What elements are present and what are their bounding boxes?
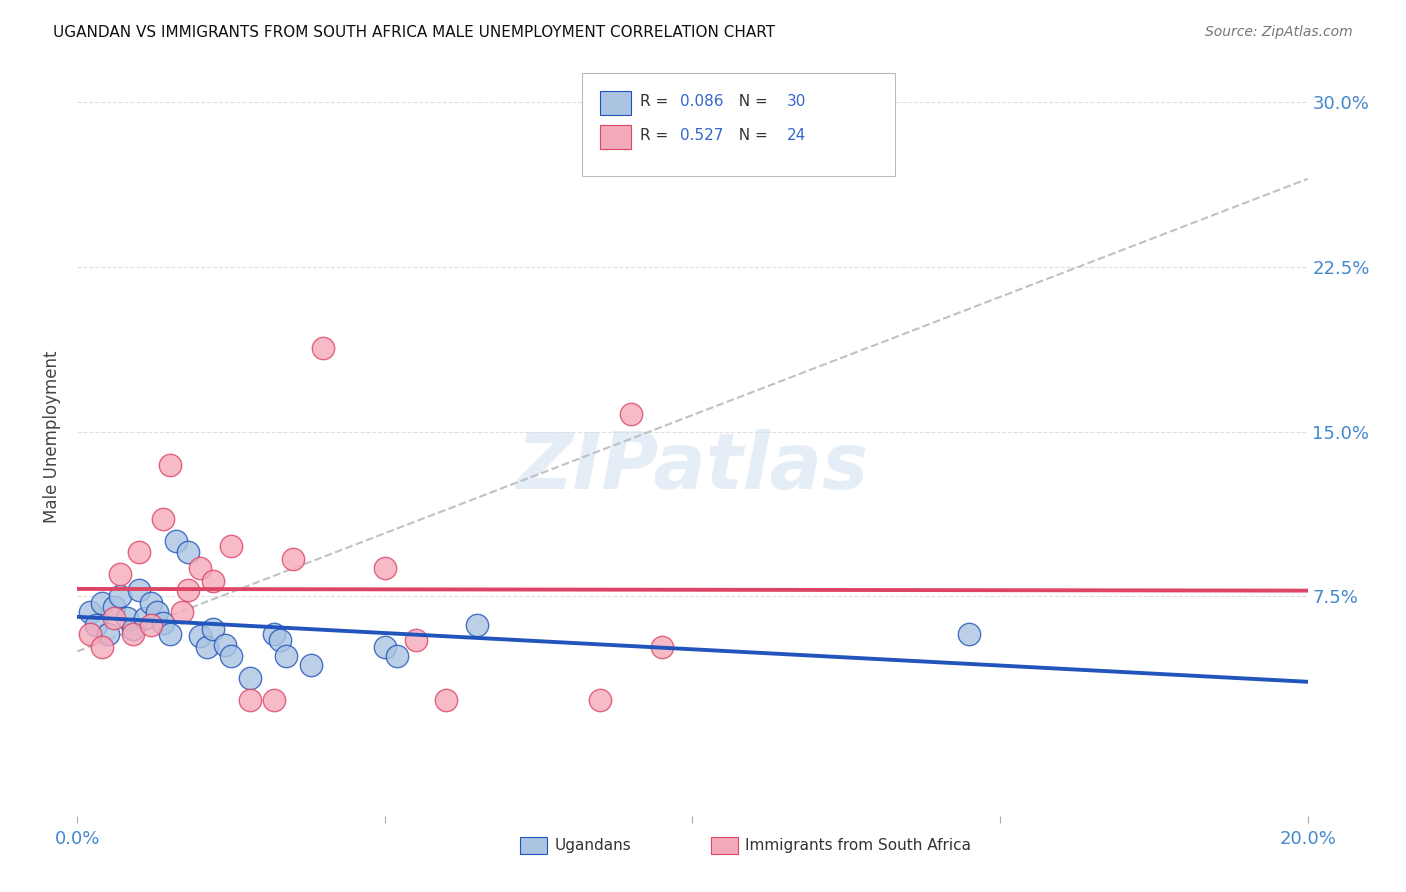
Point — [152, 512, 174, 526]
Point — [177, 582, 200, 597]
Text: N =: N = — [730, 128, 773, 143]
Point — [128, 545, 150, 559]
Point — [84, 618, 107, 632]
Text: 30: 30 — [787, 94, 807, 109]
Point — [269, 633, 291, 648]
Point — [214, 638, 236, 652]
Point — [188, 629, 212, 643]
Point — [465, 618, 488, 632]
Point — [152, 615, 174, 630]
Point — [219, 648, 242, 663]
Point — [159, 627, 181, 641]
Point — [97, 627, 120, 641]
Point — [79, 627, 101, 641]
FancyBboxPatch shape — [600, 91, 631, 115]
Point — [589, 692, 612, 706]
Point — [128, 582, 150, 597]
FancyBboxPatch shape — [582, 73, 896, 176]
Point — [957, 627, 980, 641]
Point — [374, 561, 396, 575]
Text: R =: R = — [640, 128, 672, 143]
Text: 24: 24 — [787, 128, 807, 143]
Text: N =: N = — [730, 94, 773, 109]
Point — [141, 596, 163, 610]
Point — [110, 567, 132, 582]
Point — [195, 640, 218, 654]
Text: Immigrants from South Africa: Immigrants from South Africa — [745, 838, 972, 854]
Point — [146, 605, 169, 619]
Point — [385, 648, 409, 663]
Y-axis label: Male Unemployment: Male Unemployment — [44, 351, 62, 524]
Point — [188, 561, 212, 575]
Text: UGANDAN VS IMMIGRANTS FROM SOUTH AFRICA MALE UNEMPLOYMENT CORRELATION CHART: UGANDAN VS IMMIGRANTS FROM SOUTH AFRICA … — [53, 25, 776, 40]
Point — [177, 545, 200, 559]
Point — [620, 407, 643, 421]
Point — [121, 627, 143, 641]
Text: ZIPatlas: ZIPatlas — [516, 429, 869, 506]
Point — [299, 657, 322, 672]
Point — [201, 574, 224, 588]
Point — [263, 692, 285, 706]
Point — [134, 611, 156, 625]
Point — [170, 605, 193, 619]
Point — [374, 640, 396, 654]
Point — [201, 623, 224, 637]
Text: 0.527: 0.527 — [681, 128, 724, 143]
Point — [103, 600, 125, 615]
FancyBboxPatch shape — [600, 125, 631, 149]
Point — [90, 596, 114, 610]
Text: Source: ZipAtlas.com: Source: ZipAtlas.com — [1205, 25, 1353, 39]
Point — [121, 623, 143, 637]
Point — [90, 640, 114, 654]
Point — [239, 692, 262, 706]
Point — [141, 618, 163, 632]
Point — [159, 458, 181, 472]
Point — [263, 627, 285, 641]
Point — [436, 692, 458, 706]
FancyBboxPatch shape — [520, 838, 547, 855]
Point — [219, 539, 242, 553]
Point — [79, 605, 101, 619]
Point — [651, 640, 673, 654]
Point — [405, 633, 427, 648]
Point — [115, 611, 138, 625]
Point — [110, 590, 132, 604]
Text: R =: R = — [640, 94, 672, 109]
Text: 0.086: 0.086 — [681, 94, 724, 109]
Point — [281, 552, 304, 566]
Point — [103, 611, 125, 625]
Point — [165, 534, 187, 549]
Point — [239, 671, 262, 685]
FancyBboxPatch shape — [711, 838, 738, 855]
Point — [276, 648, 298, 663]
Text: Ugandans: Ugandans — [555, 838, 631, 854]
Point — [312, 341, 335, 355]
